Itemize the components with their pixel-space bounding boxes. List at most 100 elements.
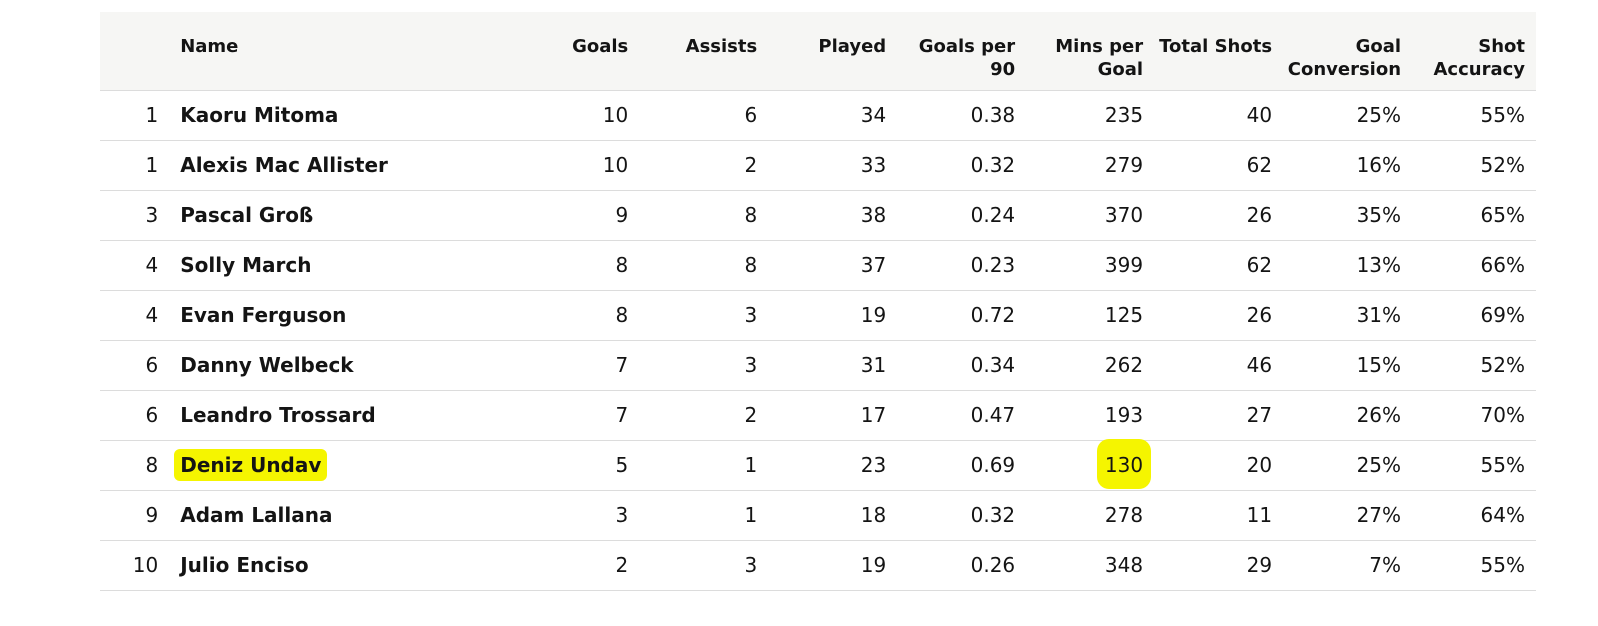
played-cell: 38 (860, 203, 887, 227)
total-shots-cell: 26 (1246, 203, 1273, 227)
total-shots-cell: 26 (1246, 303, 1273, 327)
total-shots-cell: 29 (1246, 553, 1273, 577)
player-stats-table: Name Goals Assists Played Goals per 90 M… (100, 12, 1536, 591)
mins-per-goal-header-line1: Mins per (1055, 36, 1144, 57)
goals-per-90-header[interactable]: Goals per 90 (897, 12, 1027, 91)
shot-accuracy-cell: 52% (1480, 153, 1525, 177)
player-name-cell[interactable]: Kaoru Mitoma (180, 103, 339, 127)
goals-per-90-cell: 0.23 (970, 253, 1016, 277)
played-cell: 17 (860, 403, 887, 427)
played-cell: 34 (860, 103, 887, 127)
mins-per-goal-cell: 370 (1104, 203, 1144, 227)
rank-cell: 8 (145, 453, 159, 477)
goals-cell: 10 (602, 153, 629, 177)
rank-cell: 9 (145, 503, 159, 527)
played-cell: 23 (860, 453, 887, 477)
assists-cell: 6 (744, 103, 758, 127)
goals-cell: 8 (615, 253, 629, 277)
table-row: 3 Pascal Groß 9 8 38 0.24 370 26 35% 65% (100, 190, 1536, 240)
player-name-cell[interactable]: Deniz Undav (174, 440, 503, 490)
goals-header[interactable]: Goals (503, 12, 640, 91)
shot-accuracy-header-line1: Shot (1478, 36, 1525, 57)
table-body: 1 Kaoru Mitoma 10 6 34 0.38 235 40 25% 55% 1 Alexis… (100, 90, 1536, 590)
player-name-cell[interactable]: Pascal Groß (180, 203, 314, 227)
goals-per-90-cell: 0.38 (970, 103, 1016, 127)
mins-per-goal-cell: 399 (1104, 253, 1144, 277)
table-row: 10 Julio Enciso 2 3 19 0.26 348 29 7% 55% (100, 540, 1536, 590)
shot-accuracy-cell: 52% (1480, 353, 1525, 377)
rank-cell: 3 (145, 203, 159, 227)
highlighted-mins-per-goal: 130 (1096, 439, 1152, 489)
rank-cell: 10 (132, 553, 159, 577)
player-name-cell[interactable]: Evan Ferguson (180, 303, 347, 327)
played-cell: 18 (860, 503, 887, 527)
total-shots-cell: 40 (1246, 103, 1273, 127)
rank-cell: 1 (145, 153, 159, 177)
mins-per-goal-cell: 193 (1104, 403, 1144, 427)
mins-per-goal-cell: 130 (1026, 439, 1154, 490)
goals-cell: 8 (615, 303, 629, 327)
mins-per-goal-cell: 262 (1104, 353, 1144, 377)
table-row: 9 Adam Lallana 3 1 18 0.32 278 11 27% 64% (100, 490, 1536, 540)
goals-cell: 7 (615, 403, 629, 427)
name-header[interactable]: Name (180, 12, 504, 91)
assists-cell: 8 (744, 253, 758, 277)
table-row: 6 Danny Welbeck 7 3 31 0.34 262 46 15% 52% (100, 340, 1536, 390)
assists-cell: 8 (744, 203, 758, 227)
total-shots-cell: 62 (1246, 253, 1273, 277)
player-name-cell[interactable]: Leandro Trossard (180, 403, 376, 427)
goals-per-90-cell: 0.32 (970, 503, 1016, 527)
assists-cell: 3 (744, 303, 758, 327)
goals-per-90-cell: 0.24 (970, 203, 1016, 227)
shot-accuracy-header[interactable]: Shot Accuracy (1412, 12, 1536, 91)
player-name-cell[interactable]: Adam Lallana (180, 503, 333, 527)
mins-per-goal-header[interactable]: Mins per Goal (1026, 12, 1155, 91)
goals-per-90-cell: 0.69 (970, 453, 1016, 477)
played-cell: 33 (860, 153, 887, 177)
goals-cell: 2 (615, 553, 629, 577)
played-cell: 19 (860, 303, 887, 327)
player-name-cell[interactable]: Julio Enciso (180, 553, 309, 577)
goal-conversion-cell: 31% (1356, 303, 1402, 327)
goals-per-90-cell: 0.72 (970, 303, 1016, 327)
shot-accuracy-cell: 70% (1480, 403, 1525, 427)
shot-accuracy-cell: 64% (1480, 503, 1525, 527)
table-row: 1 Alexis Mac Allister 10 2 33 0.32 279 62 16% 52% (100, 140, 1536, 190)
goal-conversion-cell: 25% (1356, 103, 1402, 127)
assists-cell: 1 (744, 453, 758, 477)
table-row: 4 Solly March 8 8 37 0.23 399 62 13% 66% (100, 240, 1536, 290)
mins-per-goal-cell: 279 (1104, 153, 1144, 177)
assists-header[interactable]: Assists (639, 12, 769, 91)
rank-cell: 6 (145, 353, 159, 377)
assists-cell: 3 (744, 353, 758, 377)
played-header[interactable]: Played (768, 12, 898, 91)
shot-accuracy-header-line2: Accuracy (1433, 59, 1525, 80)
total-shots-cell: 62 (1246, 153, 1273, 177)
rank-header (100, 12, 181, 91)
shot-accuracy-cell: 65% (1480, 203, 1525, 227)
goals-cell: 9 (615, 203, 629, 227)
goals-per-90-cell: 0.32 (970, 153, 1016, 177)
mins-per-goal-cell: 278 (1104, 503, 1144, 527)
total-shots-header[interactable]: Total Shots (1154, 12, 1284, 91)
goal-conversion-cell: 27% (1356, 503, 1402, 527)
goal-conversion-header[interactable]: Goal Conversion (1283, 12, 1413, 91)
goal-conversion-cell: 26% (1356, 403, 1402, 427)
goals-cell: 5 (615, 453, 629, 477)
mins-per-goal-cell: 125 (1104, 303, 1144, 327)
goal-conversion-header-line1: Goal (1355, 36, 1402, 57)
stats-table-container: Name Goals Assists Played Goals per 90 M… (100, 12, 1536, 591)
total-shots-cell: 27 (1246, 403, 1273, 427)
total-shots-cell: 20 (1246, 453, 1273, 477)
goals-per-90-cell: 0.47 (970, 403, 1016, 427)
player-name-cell[interactable]: Danny Welbeck (180, 353, 354, 377)
goals-cell: 3 (615, 503, 629, 527)
player-name-cell[interactable]: Alexis Mac Allister (180, 153, 388, 177)
table-row: 4 Evan Ferguson 8 3 19 0.72 125 26 31% 69% (100, 290, 1536, 340)
player-name-cell[interactable]: Solly March (180, 253, 312, 277)
goal-conversion-cell: 13% (1356, 253, 1402, 277)
goal-conversion-cell: 15% (1356, 353, 1402, 377)
shot-accuracy-cell: 66% (1480, 253, 1525, 277)
shot-accuracy-cell: 55% (1480, 553, 1525, 577)
assists-cell: 2 (744, 153, 758, 177)
